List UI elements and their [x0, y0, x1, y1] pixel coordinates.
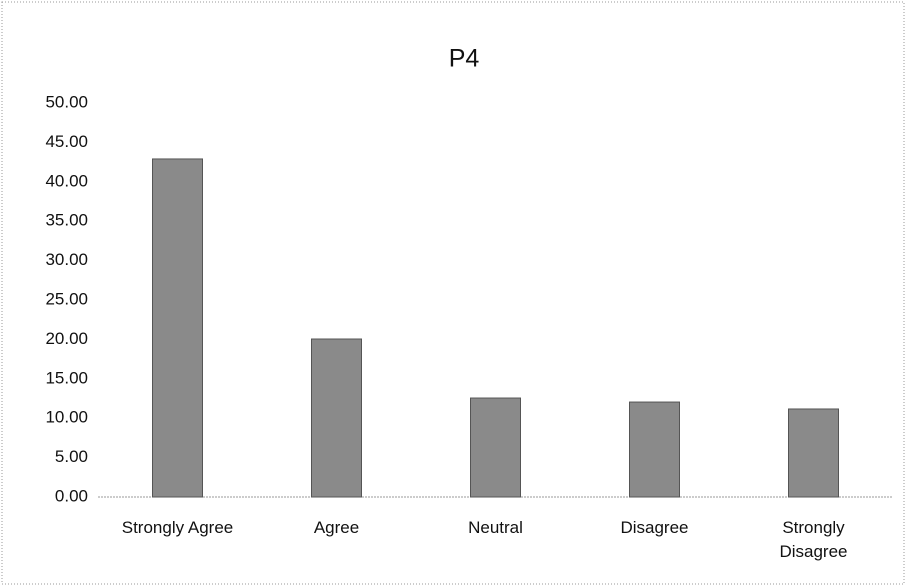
y-tick-label: 15.00 — [45, 368, 88, 387]
y-tick-label: 25.00 — [45, 289, 88, 308]
x-tick-label: Strongly Agree — [121, 518, 234, 537]
y-tick-label: 10.00 — [45, 408, 88, 427]
y-tick-label: 0.00 — [55, 486, 88, 505]
bar — [311, 338, 362, 498]
x-tick-label: Agree — [313, 518, 360, 537]
chart-title: P4 — [449, 45, 480, 73]
bar — [470, 397, 521, 498]
y-tick-label: 5.00 — [55, 447, 88, 466]
y-tick-label: 45.00 — [45, 132, 88, 151]
bar — [788, 408, 839, 498]
y-tick-label: 50.00 — [45, 92, 88, 111]
bar — [152, 158, 203, 498]
bar — [629, 401, 680, 498]
y-tick-label: 20.00 — [45, 329, 88, 348]
x-tick-label: Strongly Disagree — [779, 518, 848, 561]
y-tick-label: 30.00 — [45, 250, 88, 269]
x-tick-label: Neutral — [468, 518, 523, 537]
y-tick-label: 35.00 — [45, 211, 88, 230]
y-tick-label: 40.00 — [45, 171, 88, 190]
x-tick-label: Disagree — [620, 518, 689, 537]
